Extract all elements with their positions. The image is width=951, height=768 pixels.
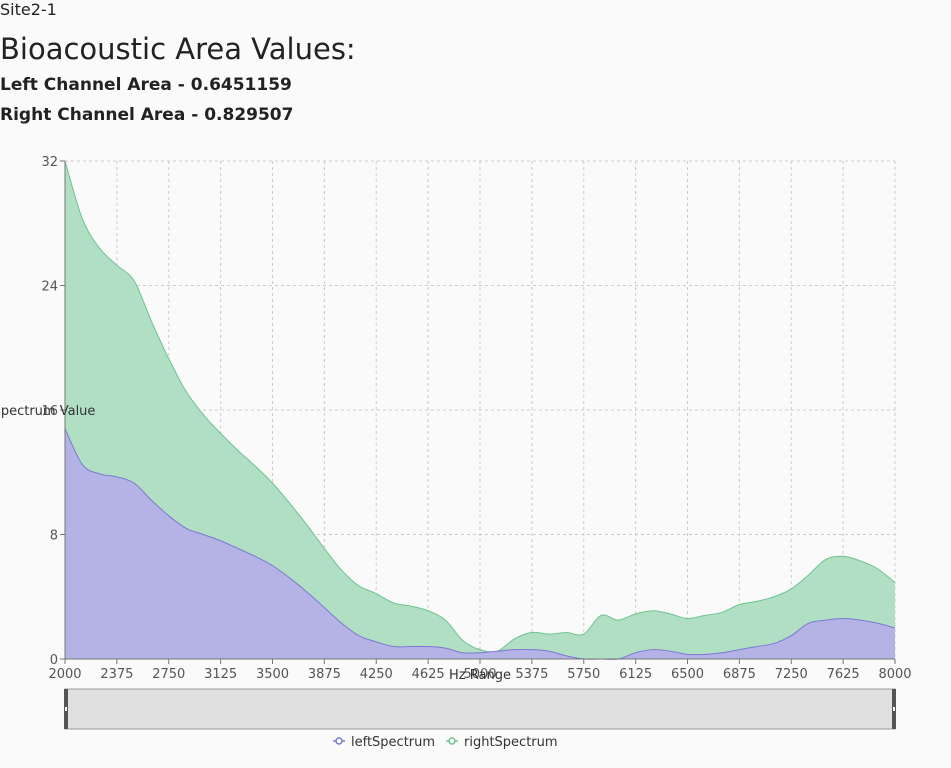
left-channel-area-value: 0.6451159 bbox=[190, 75, 292, 95]
x-tick-label-5375: 5375 bbox=[515, 667, 548, 682]
x-tick-label-3875: 3875 bbox=[308, 667, 341, 682]
x-tick-label-6875: 6875 bbox=[723, 667, 756, 682]
x-tick-label-6500: 6500 bbox=[671, 667, 704, 682]
y-axis-label: Spectrum Value bbox=[0, 404, 95, 419]
x-tick-label-4250: 4250 bbox=[360, 667, 393, 682]
x-tick-label-2375: 2375 bbox=[100, 667, 133, 682]
zoom-handle-right-grip bbox=[893, 707, 895, 711]
x-tick-label-3125: 3125 bbox=[204, 667, 237, 682]
page-title: Bioacoustic Area Values: bbox=[0, 32, 356, 66]
data-zoom-slider[interactable] bbox=[64, 688, 896, 730]
x-tick-label-7250: 7250 bbox=[775, 667, 808, 682]
area-series bbox=[64, 160, 896, 660]
y-tick-label-0: 0 bbox=[50, 653, 58, 668]
y-tick-label-32: 32 bbox=[41, 155, 58, 170]
legend-label-rightSpectrum: rightSpectrum bbox=[464, 735, 558, 750]
right-channel-area-label: Right Channel Area - bbox=[0, 105, 205, 125]
zoom-handle-left-grip bbox=[65, 707, 67, 711]
y-tick-label-8: 8 bbox=[50, 529, 58, 544]
site-label: Site2-1 bbox=[0, 0, 57, 19]
zoom-handle-right[interactable] bbox=[892, 689, 896, 729]
left-channel-area: Left Channel Area - 0.6451159 bbox=[0, 74, 292, 96]
x-tick-label-2000: 2000 bbox=[48, 667, 81, 682]
right-channel-area-value: 0.829507 bbox=[204, 105, 294, 125]
zoom-handle-left[interactable] bbox=[64, 689, 68, 729]
x-tick-label-8000: 8000 bbox=[878, 667, 911, 682]
zoom-window[interactable] bbox=[64, 688, 896, 730]
left-spectrum-line bbox=[64, 428, 896, 660]
x-tick-label-6125: 6125 bbox=[619, 667, 652, 682]
y-tick-label-24: 24 bbox=[41, 280, 58, 295]
grid-lines bbox=[65, 160, 896, 659]
left-spectrum-area bbox=[65, 428, 895, 660]
legend: leftSpectrum rightSpectrum bbox=[333, 735, 558, 750]
axes: 0 8 16 24 32 2000 2375 2750 3125 3500 3875 4250 4625… bbox=[41, 155, 911, 682]
legend-item-rightSpectrum[interactable]: rightSpectrum bbox=[446, 735, 558, 750]
legend-label-leftSpectrum: leftSpectrum bbox=[351, 735, 435, 750]
right-channel-area: Right Channel Area - 0.829507 bbox=[0, 104, 293, 126]
x-tick-label-7625: 7625 bbox=[827, 667, 860, 682]
x-tick-label-2750: 2750 bbox=[152, 667, 185, 682]
x-tick-label-5750: 5750 bbox=[567, 667, 600, 682]
x-tick-label-5000: 5000 bbox=[463, 667, 496, 682]
x-axis-label: Hz Range bbox=[449, 668, 511, 683]
legend-swatch-marker bbox=[335, 737, 343, 745]
y-tick-label-16: 16 bbox=[41, 404, 58, 419]
right-spectrum-area bbox=[65, 161, 895, 660]
legend-swatch-marker bbox=[448, 737, 456, 745]
right-spectrum-line bbox=[64, 160, 896, 653]
x-tick-label-4625: 4625 bbox=[412, 667, 445, 682]
legend-item-leftSpectrum[interactable]: leftSpectrum bbox=[333, 735, 435, 750]
x-tick-label-3500: 3500 bbox=[256, 667, 289, 682]
left-channel-area-label: Left Channel Area - bbox=[0, 75, 191, 95]
